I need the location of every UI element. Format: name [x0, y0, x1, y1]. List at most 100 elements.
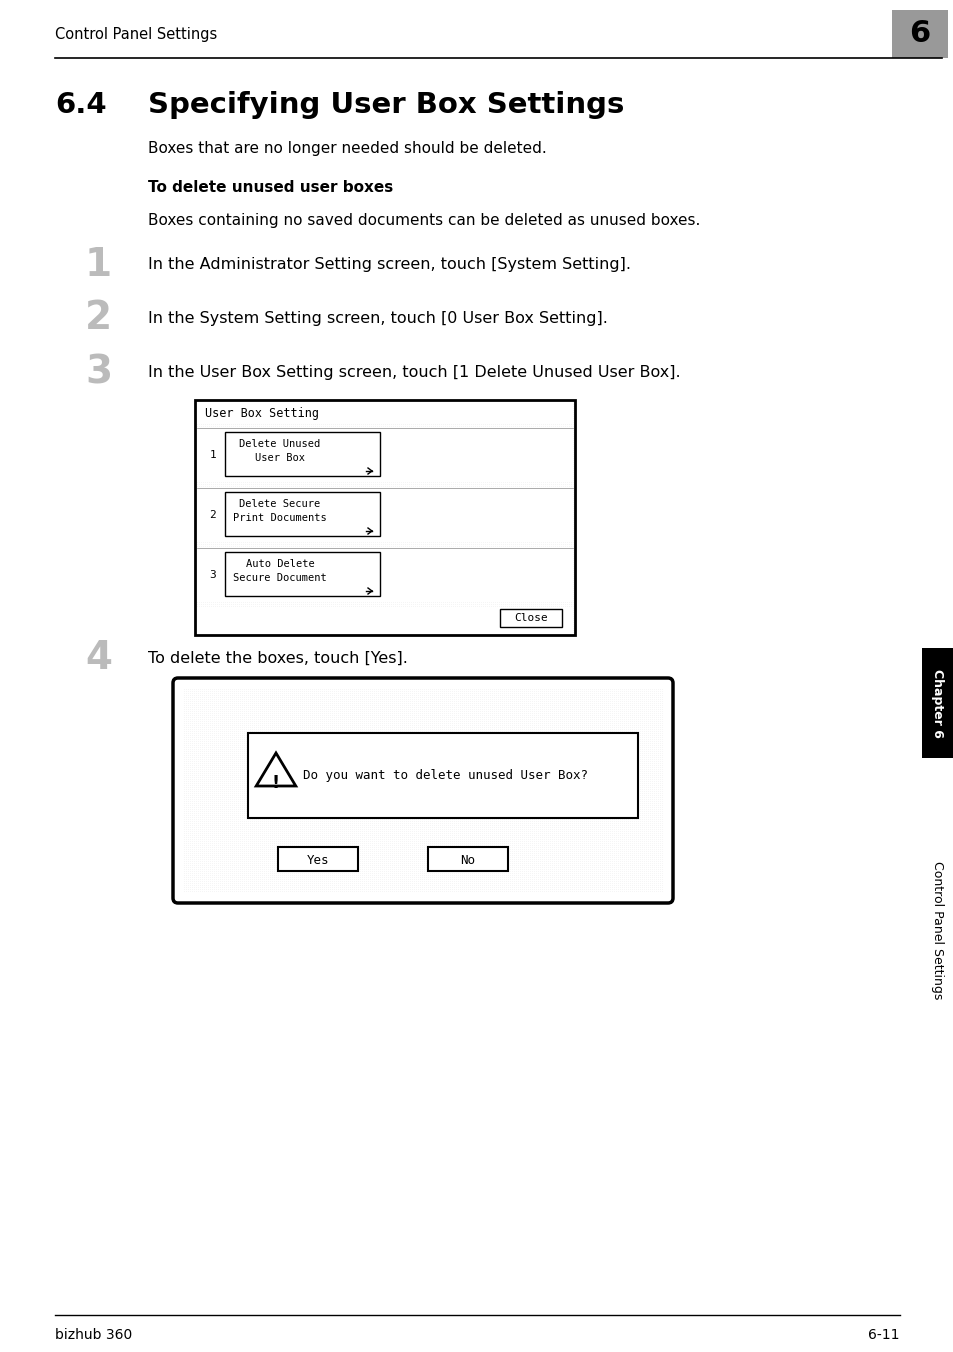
Point — [218, 516, 233, 538]
Point — [406, 804, 421, 826]
Point — [206, 584, 221, 606]
Point — [407, 415, 422, 437]
Point — [532, 880, 547, 902]
Point — [497, 880, 513, 902]
Point — [419, 545, 435, 566]
Point — [197, 489, 213, 511]
Point — [504, 429, 519, 450]
Point — [451, 473, 466, 495]
Point — [240, 714, 255, 735]
Point — [264, 726, 279, 748]
Point — [334, 568, 349, 589]
Point — [365, 614, 380, 635]
Point — [388, 729, 403, 750]
Point — [379, 473, 395, 495]
Point — [342, 545, 357, 566]
Point — [441, 414, 456, 435]
Point — [643, 744, 659, 765]
Point — [517, 461, 532, 483]
Point — [261, 452, 276, 473]
Point — [488, 740, 503, 761]
Point — [630, 818, 645, 840]
Point — [420, 422, 436, 443]
Point — [485, 433, 500, 454]
Point — [189, 425, 204, 446]
Point — [482, 859, 497, 880]
Point — [420, 460, 436, 481]
Point — [618, 834, 633, 856]
Point — [470, 480, 485, 502]
Point — [211, 420, 226, 442]
Point — [333, 429, 348, 450]
Point — [215, 553, 231, 575]
Point — [444, 746, 459, 768]
Point — [364, 538, 379, 560]
Point — [534, 702, 549, 723]
Point — [654, 848, 669, 869]
Point — [473, 407, 488, 429]
Point — [236, 562, 252, 584]
Point — [233, 469, 249, 491]
Point — [233, 450, 248, 472]
Point — [298, 488, 314, 510]
Point — [550, 587, 565, 608]
Point — [612, 683, 627, 704]
Point — [570, 826, 585, 848]
Point — [654, 740, 669, 761]
Point — [299, 531, 314, 553]
Point — [398, 679, 414, 700]
Point — [626, 804, 641, 826]
Point — [433, 581, 448, 603]
Point — [243, 515, 258, 537]
Point — [628, 696, 643, 718]
Point — [366, 518, 381, 539]
Point — [328, 576, 343, 598]
Point — [180, 698, 195, 719]
Point — [442, 694, 457, 715]
Point — [260, 818, 275, 840]
Point — [392, 738, 407, 760]
Point — [558, 514, 573, 535]
Point — [294, 523, 309, 545]
Point — [392, 454, 407, 476]
Point — [445, 515, 460, 537]
Point — [546, 556, 561, 577]
Point — [558, 568, 574, 589]
Point — [259, 475, 274, 496]
Point — [374, 859, 389, 880]
Point — [425, 433, 440, 454]
Point — [194, 425, 210, 446]
Point — [426, 583, 441, 604]
Point — [531, 535, 546, 557]
Point — [610, 852, 625, 873]
Point — [251, 569, 266, 591]
Point — [522, 618, 537, 639]
Point — [337, 537, 353, 558]
Point — [266, 872, 281, 894]
Point — [224, 690, 239, 711]
Point — [524, 483, 539, 504]
Point — [561, 566, 577, 588]
Point — [320, 771, 335, 792]
Point — [481, 545, 497, 566]
Point — [532, 488, 547, 510]
Point — [533, 399, 548, 420]
Point — [460, 426, 476, 448]
Point — [344, 834, 359, 856]
Point — [542, 718, 558, 740]
Point — [312, 725, 327, 746]
Point — [300, 587, 315, 608]
Point — [327, 511, 342, 533]
Point — [462, 750, 477, 772]
Point — [537, 599, 552, 621]
Point — [274, 834, 290, 856]
Point — [387, 615, 402, 637]
Point — [324, 814, 339, 836]
Point — [308, 492, 323, 514]
Point — [280, 798, 295, 819]
Point — [236, 458, 252, 480]
Point — [289, 460, 304, 481]
Point — [473, 537, 488, 558]
Point — [529, 487, 544, 508]
Point — [345, 423, 360, 445]
